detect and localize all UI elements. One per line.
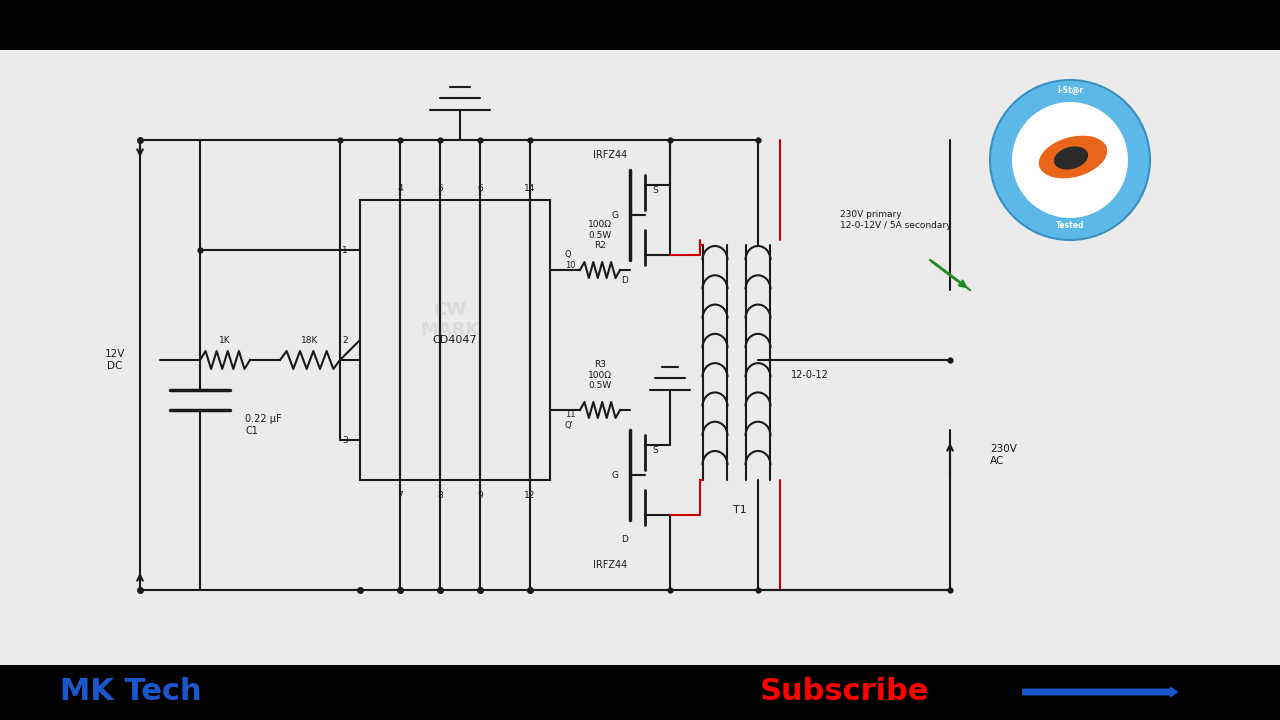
Text: D: D [622, 276, 628, 284]
Text: 12: 12 [525, 490, 536, 500]
Text: R3
100Ω
0.5W: R3 100Ω 0.5W [588, 360, 612, 390]
Text: G: G [612, 470, 618, 480]
Text: 230V
AC: 230V AC [989, 444, 1016, 466]
Text: 1K: 1K [219, 336, 230, 344]
Circle shape [1012, 102, 1128, 218]
Text: 100Ω
0.5W
R2: 100Ω 0.5W R2 [588, 220, 612, 250]
Text: 14: 14 [525, 184, 536, 192]
Text: T1: T1 [733, 505, 746, 515]
Text: MK Tech: MK Tech [60, 678, 202, 706]
Text: IRFZ44: IRFZ44 [593, 560, 627, 570]
FancyArrowPatch shape [1023, 687, 1178, 697]
Text: 6: 6 [477, 184, 483, 192]
Text: S: S [652, 446, 658, 454]
Text: Q
10: Q 10 [564, 251, 576, 270]
Text: 12V
DC: 12V DC [105, 349, 125, 371]
Text: CW
MARK: CW MARK [420, 301, 480, 339]
Text: 5: 5 [438, 184, 443, 192]
Bar [0, 0, 1280, 50]
Text: 9: 9 [477, 490, 483, 500]
Text: 7: 7 [397, 490, 403, 500]
Text: IRFZ44: IRFZ44 [593, 150, 627, 160]
Text: 4: 4 [397, 184, 403, 192]
Text: 18K: 18K [301, 336, 319, 344]
Text: Subscribe: Subscribe [760, 678, 929, 706]
Text: 230V primary
12-0-12V / 5A secondary: 230V primary 12-0-12V / 5A secondary [840, 210, 951, 230]
Ellipse shape [1053, 146, 1088, 169]
Text: S: S [652, 186, 658, 194]
Text: 3: 3 [342, 436, 348, 444]
Bar [360, 200, 550, 480]
Text: 0.22 μF
C1: 0.22 μF C1 [244, 414, 282, 436]
Text: 12-0-12: 12-0-12 [791, 370, 829, 380]
Text: 1: 1 [342, 246, 348, 254]
Text: 2: 2 [342, 336, 348, 344]
Text: 8: 8 [438, 490, 443, 500]
Text: G: G [612, 210, 618, 220]
Ellipse shape [1039, 135, 1107, 179]
Circle shape [989, 80, 1149, 240]
Text: i-St@r: i-St@r [1057, 86, 1083, 94]
Text: CD4047: CD4047 [433, 335, 477, 345]
Text: 11
Q': 11 Q' [564, 410, 576, 430]
Text: Tested: Tested [1056, 220, 1084, 230]
Text: D: D [622, 536, 628, 544]
Bar [0, 665, 1280, 720]
